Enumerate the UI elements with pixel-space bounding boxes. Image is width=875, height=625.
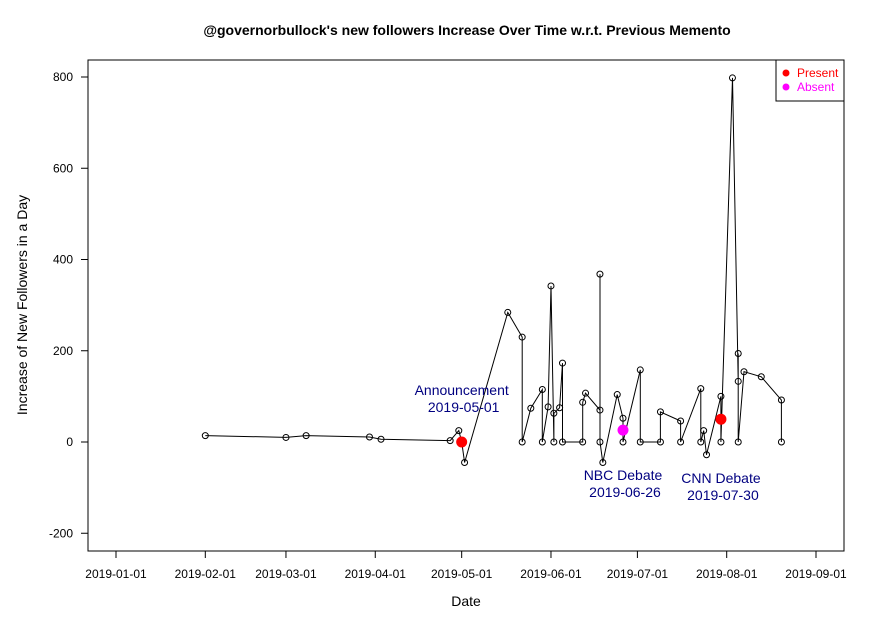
data-point [717,392,725,400]
y-axis-title: Increase of New Followers in a Day [14,195,30,415]
x-tick-label: 2019-01-01 [85,567,147,581]
data-point [579,438,587,446]
x-tick-label: 2019-02-01 [175,567,237,581]
legend-label: Present [797,66,839,80]
data-point [596,406,604,414]
data-point [550,409,558,417]
data-point [527,404,535,412]
data-point [599,459,607,467]
data-point [619,414,627,422]
data-point [596,438,604,446]
y-tick-label: 400 [53,253,73,267]
y-tick-label: 800 [53,70,73,84]
data-point [677,417,685,425]
data-point [656,438,664,446]
legend-label: Absent [797,80,835,94]
event-marker [617,424,629,436]
data-point [455,427,463,435]
data-point [703,451,711,459]
data-point [728,74,736,82]
data-point [504,308,512,316]
data-point [282,433,290,441]
data-point [757,373,765,381]
data-point [717,438,725,446]
data-point [518,438,526,446]
data-point [619,438,627,446]
data-point [461,459,469,467]
event-marker [715,413,727,425]
data-point [556,404,564,412]
x-tick-label: 2019-05-01 [431,567,493,581]
x-axis: 2019-01-01 2019-02-01 2019-03-01 2019-04-01… [85,550,847,581]
x-tick-label: 2019-03-01 [255,567,317,581]
data-point [582,389,590,397]
data-point [656,408,664,416]
event-marker [456,436,468,448]
data-point [697,385,705,393]
event-date-label: 2019-07-30 [687,487,759,503]
y-tick-label: -200 [49,526,73,540]
y-tick-label: 200 [53,344,73,358]
event-label: CNN Debate [681,470,761,486]
event-label: Announcement [415,382,509,398]
event-date-label: 2019-06-26 [589,484,661,500]
chart-title: @governorbullock's new followers Increas… [203,22,730,38]
data-point [302,432,310,440]
data-point [740,368,748,376]
data-point [697,438,705,446]
data-point [365,433,373,441]
data-point [544,403,552,411]
data-point [777,438,785,446]
x-tick-label: 2019-06-01 [520,567,582,581]
data-point [518,333,526,341]
x-tick-label: 2019-09-01 [785,567,847,581]
data-point [201,432,209,440]
data-point [613,391,621,399]
data-point [636,438,644,446]
data-point [559,359,567,367]
legend-marker [782,83,790,91]
event-date-label: 2019-05-01 [428,399,500,415]
data-point [559,438,567,446]
data-point [547,282,555,290]
y-tick-label: 600 [53,161,73,175]
data-point [777,396,785,404]
data-point [538,438,546,446]
data-point [446,437,454,445]
data-point [734,349,742,357]
data-point [734,377,742,385]
data-point [579,398,587,406]
data-point [700,427,708,435]
x-tick-label: 2019-08-01 [696,567,758,581]
data-point [550,438,558,446]
x-tick-label: 2019-07-01 [607,567,669,581]
legend-box [775,59,845,102]
data-point [734,438,742,446]
y-axis: -200 0 200 400 600 800 [49,70,89,540]
x-axis-title: Date [451,593,481,609]
data-point [636,366,644,374]
data-point [596,270,604,278]
x-tick-label: 2019-04-01 [345,567,407,581]
data-point [677,438,685,446]
data-point [377,435,385,443]
legend-marker [782,69,790,77]
event-label: NBC Debate [584,467,663,483]
y-tick-label: 0 [66,435,73,449]
data-point [538,386,546,394]
